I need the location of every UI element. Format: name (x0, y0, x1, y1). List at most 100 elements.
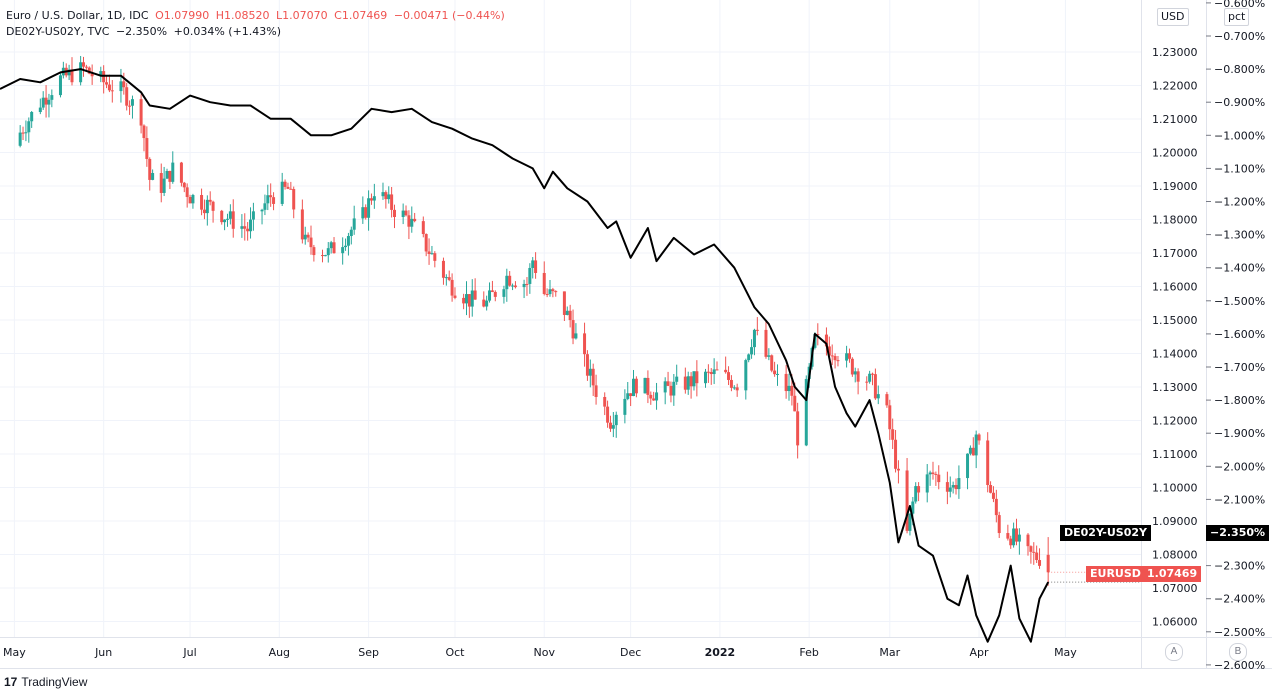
candle (686, 371, 690, 395)
candle-body (623, 398, 627, 415)
candle (652, 391, 656, 401)
axis-lines (0, 0, 1272, 669)
candle (669, 381, 673, 403)
candle (632, 369, 636, 397)
price-tick-label: 1.18000 (1152, 214, 1198, 227)
candle-body (410, 218, 414, 227)
candle-body (991, 492, 995, 499)
candle-body (931, 472, 935, 474)
candle-body (84, 66, 88, 68)
candle (948, 476, 952, 498)
candle (346, 232, 350, 256)
candle-body (30, 112, 34, 122)
eurusd-candles (18, 55, 1141, 586)
candle (977, 433, 981, 445)
candle (735, 383, 739, 397)
time-tick-label: Feb (799, 646, 818, 659)
candle-body (545, 293, 549, 295)
candle (770, 354, 774, 373)
candle-body (205, 199, 209, 214)
candle (84, 64, 88, 71)
candle-body (652, 398, 656, 401)
candle-body (485, 300, 489, 307)
auto-scale-button[interactable]: A (1165, 643, 1183, 661)
candle (50, 89, 54, 108)
candle-body (689, 376, 693, 387)
candle-body (387, 194, 391, 200)
candle-body (269, 195, 273, 198)
candle-body (568, 310, 572, 321)
candle (326, 242, 330, 263)
candle (954, 478, 958, 495)
candle-body (142, 125, 146, 139)
tradingview-brand: TradingView (21, 675, 88, 689)
candle (894, 429, 898, 473)
candle-body (24, 132, 28, 134)
candle-body (608, 422, 612, 429)
candle (836, 355, 840, 367)
candle (591, 363, 595, 396)
candle-body (937, 474, 941, 483)
candle-body (87, 67, 91, 74)
candle (608, 415, 612, 432)
pct-tick-label: −1.800% (1214, 394, 1265, 407)
candle (211, 200, 215, 223)
footer-branding[interactable]: 17 TradingView (4, 674, 87, 690)
candle-body (231, 211, 235, 229)
pct-tick-label: −1.700% (1214, 361, 1265, 374)
time-scale: May Jun Jul Aug Sep Oct Nov Dec 2022 Feb Mar Apr May (3, 646, 1077, 659)
candle-body (876, 394, 880, 399)
candle-body (447, 277, 451, 280)
candle (286, 182, 290, 190)
candle-body (367, 198, 371, 218)
candle (908, 513, 912, 536)
price-tick-label: 1.07000 (1152, 582, 1198, 595)
candle (444, 274, 448, 286)
candle (876, 385, 880, 405)
candle-body (488, 290, 492, 301)
candle (715, 361, 719, 371)
candle-body (263, 203, 267, 210)
candle-body (692, 371, 696, 387)
candle (44, 85, 48, 118)
candle-body (767, 355, 771, 357)
candle-body (706, 371, 710, 373)
candle (300, 199, 304, 244)
candle-body (954, 485, 958, 490)
candle (205, 195, 209, 226)
candle-body (171, 162, 175, 182)
candle (545, 288, 549, 298)
candle (594, 374, 598, 405)
pct-unit-label[interactable]: pct (1224, 8, 1250, 26)
scale-b-button[interactable]: B (1229, 643, 1247, 661)
candle (614, 411, 618, 438)
candle (413, 212, 417, 223)
price-tick-label: 1.09000 (1152, 515, 1198, 528)
candle (528, 263, 532, 294)
candle-body (369, 198, 373, 201)
usd-unit-label[interactable]: USD (1157, 8, 1189, 26)
candle-body (393, 209, 397, 218)
time-tick-label: Nov (534, 646, 556, 659)
candle (67, 64, 71, 81)
candle (986, 432, 990, 493)
candle (306, 232, 310, 243)
candle-body (125, 87, 129, 106)
candle-body (433, 253, 437, 261)
candle (142, 124, 146, 152)
candle-body (790, 385, 794, 396)
candle-body (735, 387, 739, 391)
candle-body (151, 173, 155, 180)
candle-body (632, 378, 636, 397)
pct-tick-label: −2.500% (1214, 626, 1265, 639)
candle-body (1014, 528, 1018, 542)
candle-body (847, 353, 851, 359)
candle-body (833, 356, 837, 361)
candle (421, 216, 425, 238)
candle (110, 80, 114, 103)
candle (865, 376, 869, 391)
candle-body (513, 285, 517, 288)
candle-body (845, 353, 849, 361)
candle-body (18, 132, 22, 146)
